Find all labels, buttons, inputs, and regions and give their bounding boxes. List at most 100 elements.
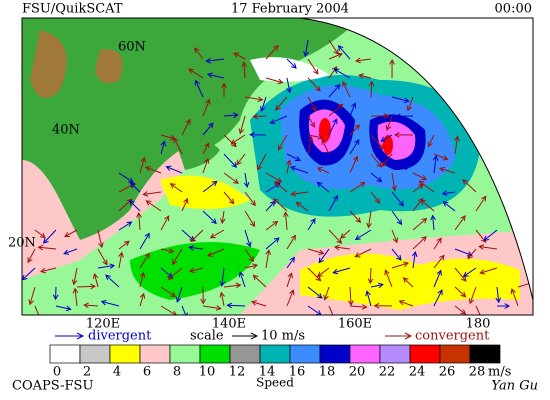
arrow-head (169, 183, 176, 189)
wind-arrow (118, 240, 130, 250)
wind-arrow (286, 257, 295, 269)
arrow-head (98, 242, 104, 249)
wind-arrow (265, 237, 280, 250)
wind-arrow (454, 286, 466, 297)
wind-arrow (145, 166, 162, 174)
arrow-head (354, 124, 360, 130)
colorbar-label: 10 (199, 365, 216, 380)
arrow-head (250, 332, 259, 340)
arrow-head (90, 283, 96, 290)
arrow-head (257, 96, 264, 102)
mountain-region (30, 30, 67, 98)
arrow-head (318, 249, 325, 256)
wind-arrow (206, 58, 225, 62)
arrow-head (233, 178, 239, 184)
wind-arrows (22, 39, 533, 315)
arrow-head (170, 291, 177, 298)
arrow-head (168, 247, 175, 254)
wind-arrow (334, 68, 351, 79)
arrow-head (315, 85, 321, 92)
wind-arrow (202, 210, 217, 224)
wind-arrow (189, 267, 204, 272)
arrow-head (442, 155, 449, 161)
wind-arrow (462, 179, 477, 193)
arrow-head (194, 47, 200, 54)
arrow-head (313, 68, 319, 75)
arrow-head (40, 267, 46, 274)
arrow-head (250, 300, 257, 306)
wind-arrow (454, 215, 466, 231)
wind-arrow (207, 248, 225, 257)
arrow-head (100, 299, 107, 306)
wind-arrow (349, 210, 361, 223)
arrow-head (164, 215, 170, 222)
arrow-head (252, 113, 259, 120)
wind-arrow (223, 153, 237, 168)
wind-arrow (239, 272, 246, 288)
wind-arrow (118, 221, 132, 231)
wind-arrow (160, 305, 177, 315)
arrow-head (211, 218, 217, 225)
arrow-head (391, 185, 397, 192)
wind-arrow (34, 305, 42, 315)
wind-arrow (221, 210, 225, 224)
wind-arrow (328, 305, 336, 315)
arrow-head (355, 217, 362, 224)
wind-arrow (407, 96, 414, 111)
lon-label: 180 (466, 317, 491, 332)
arrow-head (354, 234, 361, 240)
arrow-head (230, 139, 237, 145)
scale-value: 10 m/s (261, 329, 305, 344)
wind-arrow (399, 300, 414, 307)
arrow-head (348, 300, 354, 306)
arrow-head (354, 139, 360, 146)
arrow-head (454, 135, 460, 142)
arrow-head (377, 282, 384, 289)
arrow-head (83, 302, 89, 309)
wind-arrow (101, 301, 120, 307)
wind-arrow (139, 293, 145, 307)
time: 00:00 (495, 2, 532, 17)
colorbar-box (259, 344, 291, 364)
arrow-head (436, 237, 442, 244)
arrow-head (403, 97, 410, 103)
colorbar-box (139, 344, 171, 364)
arrow-head (233, 112, 239, 119)
arrow-head (403, 261, 410, 267)
arrow-head (430, 214, 436, 221)
arrow-head (265, 249, 272, 256)
wind-arrow (94, 273, 99, 288)
arrow-head (71, 279, 78, 286)
wind-arrow (74, 288, 78, 307)
wind-arrow (317, 167, 330, 174)
wind-arrow (412, 236, 427, 250)
wind-arrow (220, 292, 225, 307)
wind-arrow (307, 134, 323, 139)
arrow-head (219, 291, 225, 298)
arrow-head (211, 180, 218, 187)
arrow-head (478, 244, 485, 250)
arrow-head (173, 136, 179, 143)
wind-arrow (479, 246, 498, 250)
arrow-head (468, 298, 475, 305)
wind-arrow (359, 74, 372, 79)
arrow-head (243, 181, 250, 188)
arrow-head (220, 218, 226, 225)
arrow-head (337, 45, 344, 51)
wind-arrow (286, 289, 294, 307)
arrow-head (337, 103, 344, 110)
wind-arrow (27, 248, 36, 263)
colorbar-box (79, 344, 111, 364)
wind-arrow (307, 58, 319, 75)
wind-arrow (307, 218, 316, 231)
wind-arrow (349, 305, 367, 308)
arrow-head (76, 332, 85, 340)
arrow-head (295, 201, 302, 208)
wind-arrow (433, 153, 448, 160)
arrow-head (460, 309, 467, 315)
wind-arrow (367, 210, 372, 228)
arrow-head (368, 80, 375, 87)
wind-arrow (221, 267, 225, 286)
mountain-region (95, 49, 123, 84)
wind-arrow (244, 229, 251, 247)
